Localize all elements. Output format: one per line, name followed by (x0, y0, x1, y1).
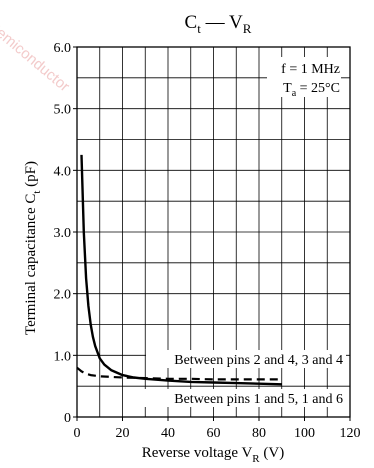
axes (73, 46, 351, 421)
series-line-pins-2-4-3-4 (76, 366, 282, 381)
y-tick-label: 0 (64, 411, 71, 426)
x-tick-label: 120 (340, 426, 361, 441)
series-lines (76, 154, 282, 386)
x-axis-label: Reverse voltage VR (V) (142, 445, 284, 465)
y-tick-label: 2.0 (54, 288, 72, 303)
y-axis-label: Terminal capacitance Ct (pF) (23, 161, 43, 335)
y-tick-label: 4.0 (54, 164, 72, 179)
y-tick-label: 5.0 (54, 103, 72, 118)
x-tick-label: 40 (161, 426, 175, 441)
x-tick-label: 80 (252, 426, 266, 441)
series-line-pins-1-5-1-6 (80, 154, 282, 386)
series-label-background (146, 350, 346, 368)
tick-labels: 0 20 40 60 80 100 120 0 1.0 2.0 3.0 4.0 5.0 6.0 (54, 41, 361, 441)
x-tick-label: 0 (74, 426, 81, 441)
y-tick-label: 3.0 (54, 226, 72, 241)
condition-frequency: f = 1 MHz (281, 62, 340, 77)
annotations: f = 1 MHz Ta = 25°C Between pins 2 and 4, … (133, 57, 346, 407)
condition-temperature: Ta = 25°C (283, 81, 340, 99)
series-label-background (133, 389, 346, 407)
x-tick-label: 100 (294, 426, 315, 441)
series-label-pins-2-4-3-4: Between pins 2 and 4, 3 and 4 (174, 353, 343, 368)
y-tick-label: 1.0 (54, 349, 72, 364)
series-label-pins-1-5-1-6: Between pins 1 and 5, 1 and 6 (174, 392, 343, 407)
x-tick-label: 20 (116, 426, 130, 441)
conditions-box (267, 57, 341, 97)
y-tick-label: 6.0 (54, 41, 72, 56)
x-tick-label: 60 (207, 426, 221, 441)
chart-title: Ct — VR (185, 12, 252, 36)
